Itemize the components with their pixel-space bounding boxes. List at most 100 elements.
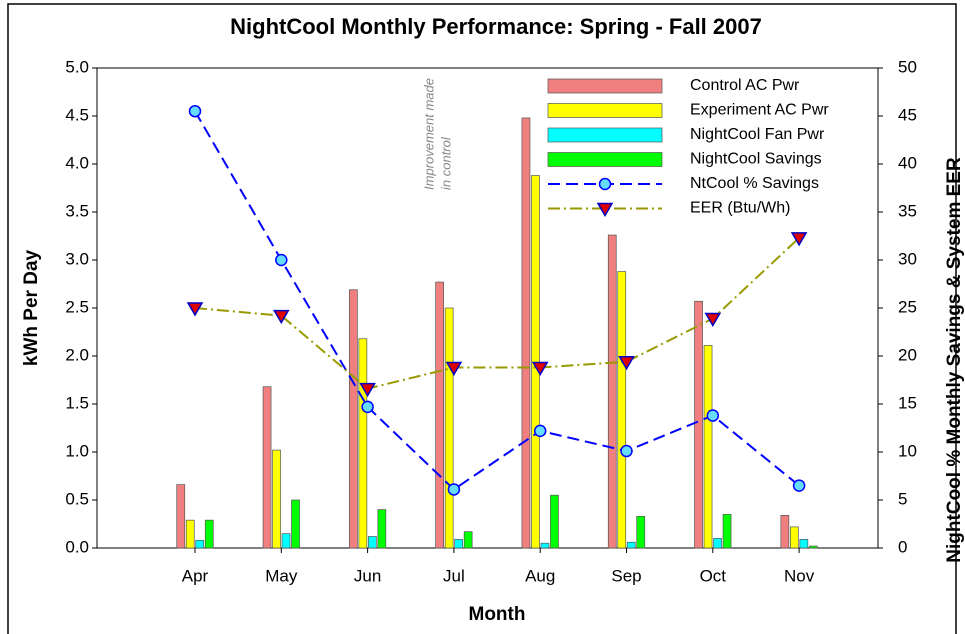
bar [454, 539, 463, 549]
chart-title: NightCool Monthly Performance: Spring - … [230, 14, 762, 39]
y2-tick-label: 25 [898, 297, 917, 316]
marker [275, 253, 288, 267]
line [194, 237, 800, 390]
bar [281, 533, 291, 549]
x-tick-label: Nov [784, 566, 815, 585]
bar [799, 539, 809, 549]
y-tick-label: 0.0 [65, 537, 89, 556]
bar [808, 545, 818, 549]
marker [620, 444, 633, 458]
y2-tick-label: 50 [898, 57, 917, 76]
line [194, 110, 800, 491]
marker [618, 356, 635, 371]
marker [790, 232, 808, 247]
bar [617, 271, 627, 549]
bar [358, 338, 368, 549]
y-tick-label: 1.0 [65, 441, 89, 460]
y2-tick-label: 5 [898, 489, 907, 508]
y2-tick-label: 35 [898, 201, 917, 220]
legend-label: Control AC Pwr [690, 77, 800, 94]
y2-axis-label: NightCool % Monthly Savings & System EER [944, 157, 965, 563]
y2-tick-label: 15 [898, 393, 917, 412]
marker [531, 361, 549, 377]
y-tick-label: 0.5 [65, 489, 89, 508]
bar [368, 536, 377, 549]
bar [531, 175, 540, 549]
y-tick-label: 2.5 [65, 297, 89, 316]
bar [789, 526, 799, 549]
frame [7, 3, 957, 634]
bar [521, 117, 531, 549]
bar [713, 538, 722, 549]
bar [703, 345, 713, 549]
x-tick-label: Apr [182, 566, 209, 585]
bar [463, 531, 473, 549]
legend-label: NtCool % Savings [690, 175, 819, 192]
y-tick-label: 3.0 [65, 249, 89, 268]
bar [204, 519, 214, 549]
legend-label: Experiment AC Pwr [690, 102, 829, 119]
x-tick-label: Jul [443, 566, 465, 585]
y2-tick-label: 45 [898, 105, 917, 124]
legend-label: NightCool Fan Pwr [690, 126, 825, 143]
legend-swatch [547, 78, 663, 94]
marker [445, 361, 463, 377]
legend-swatch [547, 152, 663, 167]
legend-label: NightCool Savings [690, 151, 822, 168]
bar [722, 514, 732, 549]
bar [435, 281, 444, 549]
bar [176, 484, 186, 549]
y2-tick-label: 0 [898, 537, 907, 556]
bar [540, 542, 550, 549]
y-axis-label: kWh Per Day [21, 249, 42, 366]
y-tick-label: 4.0 [65, 153, 89, 172]
bar [195, 539, 205, 549]
bar [444, 307, 454, 549]
bar [185, 519, 195, 549]
marker [792, 479, 806, 492]
marker [533, 424, 547, 438]
bar [626, 541, 636, 549]
bar [607, 234, 617, 549]
y-tick-label: 5.0 [65, 57, 89, 76]
y-tick-label: 1.5 [65, 393, 89, 412]
y-tick-label: 4.5 [65, 105, 89, 124]
x-tick-label: Aug [525, 566, 555, 585]
legend-swatch [547, 127, 663, 143]
annotation: Improvement made [421, 78, 436, 190]
y2-tick-label: 10 [898, 441, 917, 460]
marker [706, 409, 720, 422]
bar [694, 300, 703, 549]
x-tick-label: Oct [700, 566, 727, 585]
bar [550, 494, 559, 549]
legend-swatch [547, 103, 663, 118]
marker [188, 104, 202, 118]
bar [262, 386, 272, 549]
x-tick-label: Jun [354, 566, 381, 585]
y2-tick-label: 20 [898, 345, 917, 364]
y-tick-label: 3.5 [65, 201, 89, 220]
marker [447, 483, 461, 496]
marker [361, 400, 374, 414]
legend-marker [598, 177, 612, 191]
legend-marker [596, 202, 614, 217]
bar [291, 499, 300, 549]
bar [272, 449, 281, 549]
marker [272, 309, 290, 325]
x-tick-label: Sep [611, 566, 641, 585]
bar [780, 515, 790, 549]
bar [636, 515, 646, 549]
legend-label: EER (Btu/Wh) [690, 200, 790, 217]
y2-tick-label: 40 [898, 153, 917, 172]
y2-tick-label: 30 [898, 249, 917, 268]
x-axis-label: Month [469, 604, 526, 625]
marker [359, 382, 376, 398]
marker [704, 312, 722, 328]
x-tick-label: May [265, 566, 298, 585]
marker [186, 302, 204, 317]
bar [349, 289, 358, 549]
y-tick-label: 2.0 [65, 345, 89, 364]
annotation: in control [438, 136, 453, 190]
